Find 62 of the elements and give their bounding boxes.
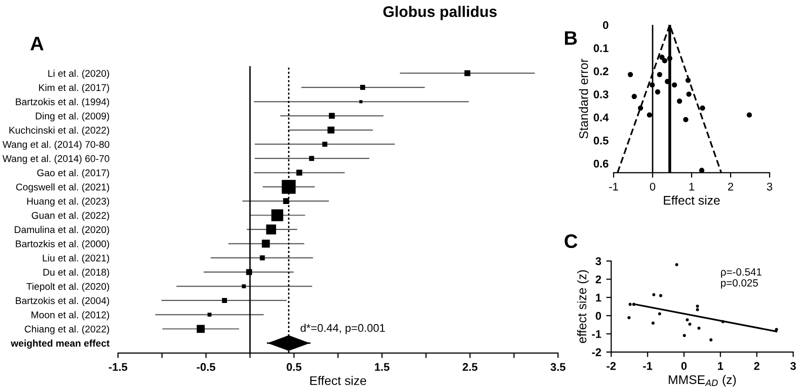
- x-axis-title: MMSE$_{AD}$ (z): [668, 374, 736, 387]
- x-axis-title: Effect size: [310, 376, 366, 386]
- y-tick-label: 0.5: [594, 136, 608, 145]
- chart-title: Globus pallidus: [383, 6, 497, 20]
- x-tick-label: 0.5: [286, 363, 302, 371]
- x-tick-label: 1: [689, 182, 694, 190]
- text: B: [564, 31, 577, 45]
- y-axis-title: effect size (z): [577, 270, 589, 344]
- y-tick-label: Moon et al. (2012): [32, 311, 110, 320]
- x-tick-label: 2: [754, 362, 760, 370]
- y-tick-label: Huang et al. (2023): [27, 198, 110, 207]
- x-tick-label: 3: [790, 362, 796, 370]
- y-tick-label: Du et al. (2018): [43, 268, 110, 278]
- x-tick-label: 0: [650, 182, 656, 191]
- x-tick-label: -1: [643, 362, 652, 370]
- y-tick-label: 1: [596, 294, 602, 302]
- x-tick-label: -1.5: [108, 363, 128, 371]
- y-tick-label: 0.4: [594, 114, 609, 122]
- x-tick-label: -0.5: [196, 363, 216, 371]
- x-tick-label: 2: [728, 182, 734, 190]
- y-tick-label: -2: [592, 348, 602, 356]
- annotation: ρ=-0.541: [721, 268, 762, 278]
- y-tick-label: Li et al. (2020): [48, 70, 110, 79]
- y-tick-label: 0: [596, 312, 602, 320]
- y-tick-label: Kuchcinski et al. (2022): [9, 126, 110, 136]
- y-tick-label: Bartzokis et al. (1994): [16, 98, 110, 108]
- y-tick-label: Kim et al. (2017): [39, 84, 110, 93]
- x-tick-label: 1.5: [374, 363, 390, 371]
- x-tick-label: -1: [609, 182, 618, 190]
- y-tick-label: Bartzokis et al. (2004): [16, 296, 110, 306]
- annotation: p=0.025: [721, 279, 758, 289]
- y-tick-label: Damulina et al. (2020): [14, 226, 110, 235]
- y-tick-label: 0.1: [594, 44, 608, 52]
- y-tick-label: Wang et al. (2014) 60-70: [2, 154, 110, 164]
- text: C: [564, 234, 578, 248]
- y-tick-label: 2: [596, 275, 602, 284]
- y-tick-label: Ding et al. (2009): [36, 112, 110, 122]
- y-tick-label: Wang et al. (2014) 70-80: [2, 140, 110, 150]
- y-tick-label: 0.3: [594, 90, 608, 98]
- x-tick-label: 3: [766, 182, 772, 191]
- x-tick-label: 0: [681, 362, 687, 370]
- x-tick-label: 3.5: [550, 363, 566, 371]
- y-tick-label: Chiang et al. (2022): [24, 325, 110, 334]
- y-tick-label: Liu et al. (2021): [42, 254, 110, 264]
- y-tick-label: 3: [596, 257, 602, 266]
- text: A: [30, 36, 44, 50]
- x-tick-label: 1: [718, 362, 724, 370]
- y-tick-label: Bartozkis et al. (2000): [16, 240, 110, 250]
- x-tick-label: -2: [606, 362, 616, 370]
- y-tick-label: Tiepolt et al. (2020): [26, 282, 110, 292]
- y-axis-title: Standard error: [578, 58, 588, 139]
- y-tick-label: Guan et al. (2022): [32, 212, 110, 221]
- y-tick-label: -1: [592, 330, 602, 338]
- y-tick-label: Cogswell et al. (2021): [16, 183, 110, 192]
- y-tick-label: 0.2: [594, 67, 608, 76]
- y-tick-label: 0.6: [594, 160, 608, 168]
- y-tick-label: 0: [603, 21, 608, 30]
- x-tick-label: 2.5: [462, 363, 478, 371]
- y-tick-label: weighted mean effect: [10, 340, 110, 349]
- annotation: d*=0.44, p=0.001: [300, 324, 385, 334]
- y-tick-label: Gao et al. (2017): [37, 169, 110, 178]
- x-axis-title: Effect size: [664, 196, 720, 205]
